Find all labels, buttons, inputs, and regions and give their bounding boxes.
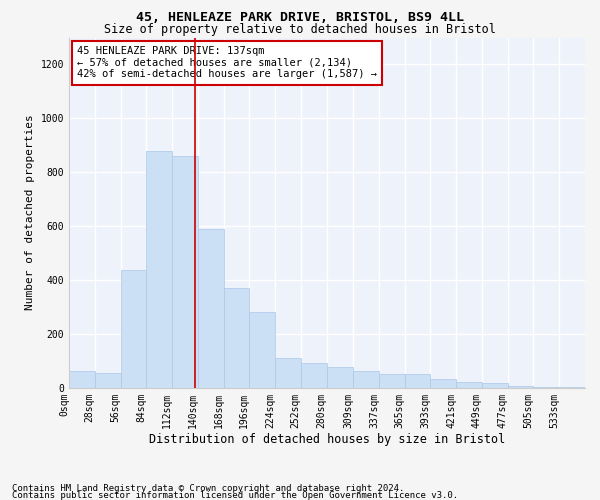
Text: 45 HENLEAZE PARK DRIVE: 137sqm
← 57% of detached houses are smaller (2,134)
42% : 45 HENLEAZE PARK DRIVE: 137sqm ← 57% of … xyxy=(77,46,377,80)
Bar xyxy=(430,380,456,388)
Bar xyxy=(456,382,482,388)
Bar xyxy=(172,156,198,388)
Bar xyxy=(482,382,508,388)
Bar xyxy=(275,358,301,388)
Text: Size of property relative to detached houses in Bristol: Size of property relative to detached ho… xyxy=(104,22,496,36)
Bar xyxy=(353,372,379,388)
Bar xyxy=(508,386,533,388)
X-axis label: Distribution of detached houses by size in Bristol: Distribution of detached houses by size … xyxy=(149,433,505,446)
Bar xyxy=(146,150,172,388)
Bar xyxy=(533,387,559,388)
Bar xyxy=(95,372,121,388)
Bar xyxy=(121,270,146,388)
Text: Contains HM Land Registry data © Crown copyright and database right 2024.: Contains HM Land Registry data © Crown c… xyxy=(12,484,404,493)
Bar xyxy=(69,372,95,388)
Bar xyxy=(224,288,249,388)
Bar xyxy=(326,368,353,388)
Bar xyxy=(198,228,224,388)
Text: Contains public sector information licensed under the Open Government Licence v3: Contains public sector information licen… xyxy=(12,491,458,500)
Y-axis label: Number of detached properties: Number of detached properties xyxy=(25,114,35,310)
Bar xyxy=(301,364,326,388)
Bar xyxy=(379,374,405,388)
Bar xyxy=(405,374,430,388)
Bar xyxy=(249,312,275,388)
Bar xyxy=(559,387,585,388)
Text: 45, HENLEAZE PARK DRIVE, BRISTOL, BS9 4LL: 45, HENLEAZE PARK DRIVE, BRISTOL, BS9 4L… xyxy=(136,11,464,24)
